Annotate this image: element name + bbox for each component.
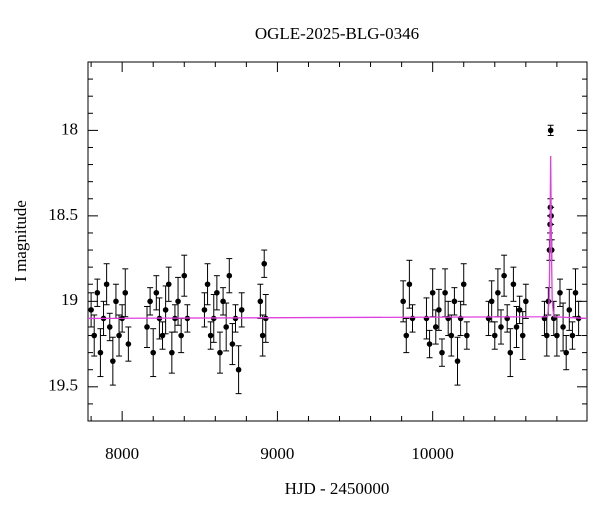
point [103,281,110,288]
point [88,307,94,313]
point [217,349,223,356]
point [144,324,150,330]
point [491,332,498,339]
point [563,349,569,356]
point [406,281,413,288]
point [204,281,211,288]
point [510,281,517,288]
point [207,332,214,339]
point [569,332,576,339]
point [426,341,433,347]
point [113,298,119,305]
point [513,324,520,330]
point [495,289,501,296]
model-curve [87,156,588,320]
point [223,324,229,330]
chart-title: OGLE-2025-BLG-0346 [255,24,419,43]
point [439,349,445,356]
point [507,349,514,356]
point [261,260,268,267]
point [106,324,113,330]
point [122,289,129,296]
point [566,307,573,313]
point [400,298,406,305]
point [560,324,566,330]
point [262,315,269,322]
point [257,298,264,305]
point [229,341,236,347]
point [125,341,132,347]
point [436,307,442,313]
point [488,298,495,305]
point [543,332,550,339]
point [429,289,436,296]
point [547,127,554,134]
point [572,289,579,296]
point [409,315,416,322]
y-tick-label: 18 [61,119,78,138]
point [165,281,172,288]
point [238,307,245,313]
point [150,349,157,356]
point [423,315,430,322]
point [94,289,101,296]
point [432,324,439,330]
point [464,332,470,339]
y-axis-label: I magnitude [11,200,30,282]
point [554,332,560,339]
point [116,332,122,339]
point [178,332,184,339]
point [442,289,448,296]
x-tick-label: 8000 [105,444,139,463]
point [498,324,504,330]
x-axis-label: HJD - 2450000 [285,479,390,498]
point [501,272,507,279]
point [448,332,455,339]
point [259,332,266,339]
point [403,332,410,339]
point [97,349,104,356]
point [162,307,169,313]
point [451,298,458,305]
point [110,358,116,364]
point [557,289,563,296]
point [519,332,526,339]
point [235,366,242,373]
point [153,289,160,296]
point [169,349,175,356]
x-tick-label: 9000 [260,444,294,463]
y-tick-label: 19 [61,290,78,309]
point [181,272,188,279]
point [147,298,153,305]
y-tick-label: 19.5 [48,376,78,395]
x-tick-label: 10000 [411,444,454,463]
point [523,298,529,305]
point [454,358,461,364]
point [175,298,181,305]
point [460,281,467,288]
point [214,289,220,296]
point [91,332,98,339]
point [226,272,233,279]
plot-frame [87,61,588,422]
point [201,307,208,313]
y-tick-label: 18.5 [48,205,78,224]
